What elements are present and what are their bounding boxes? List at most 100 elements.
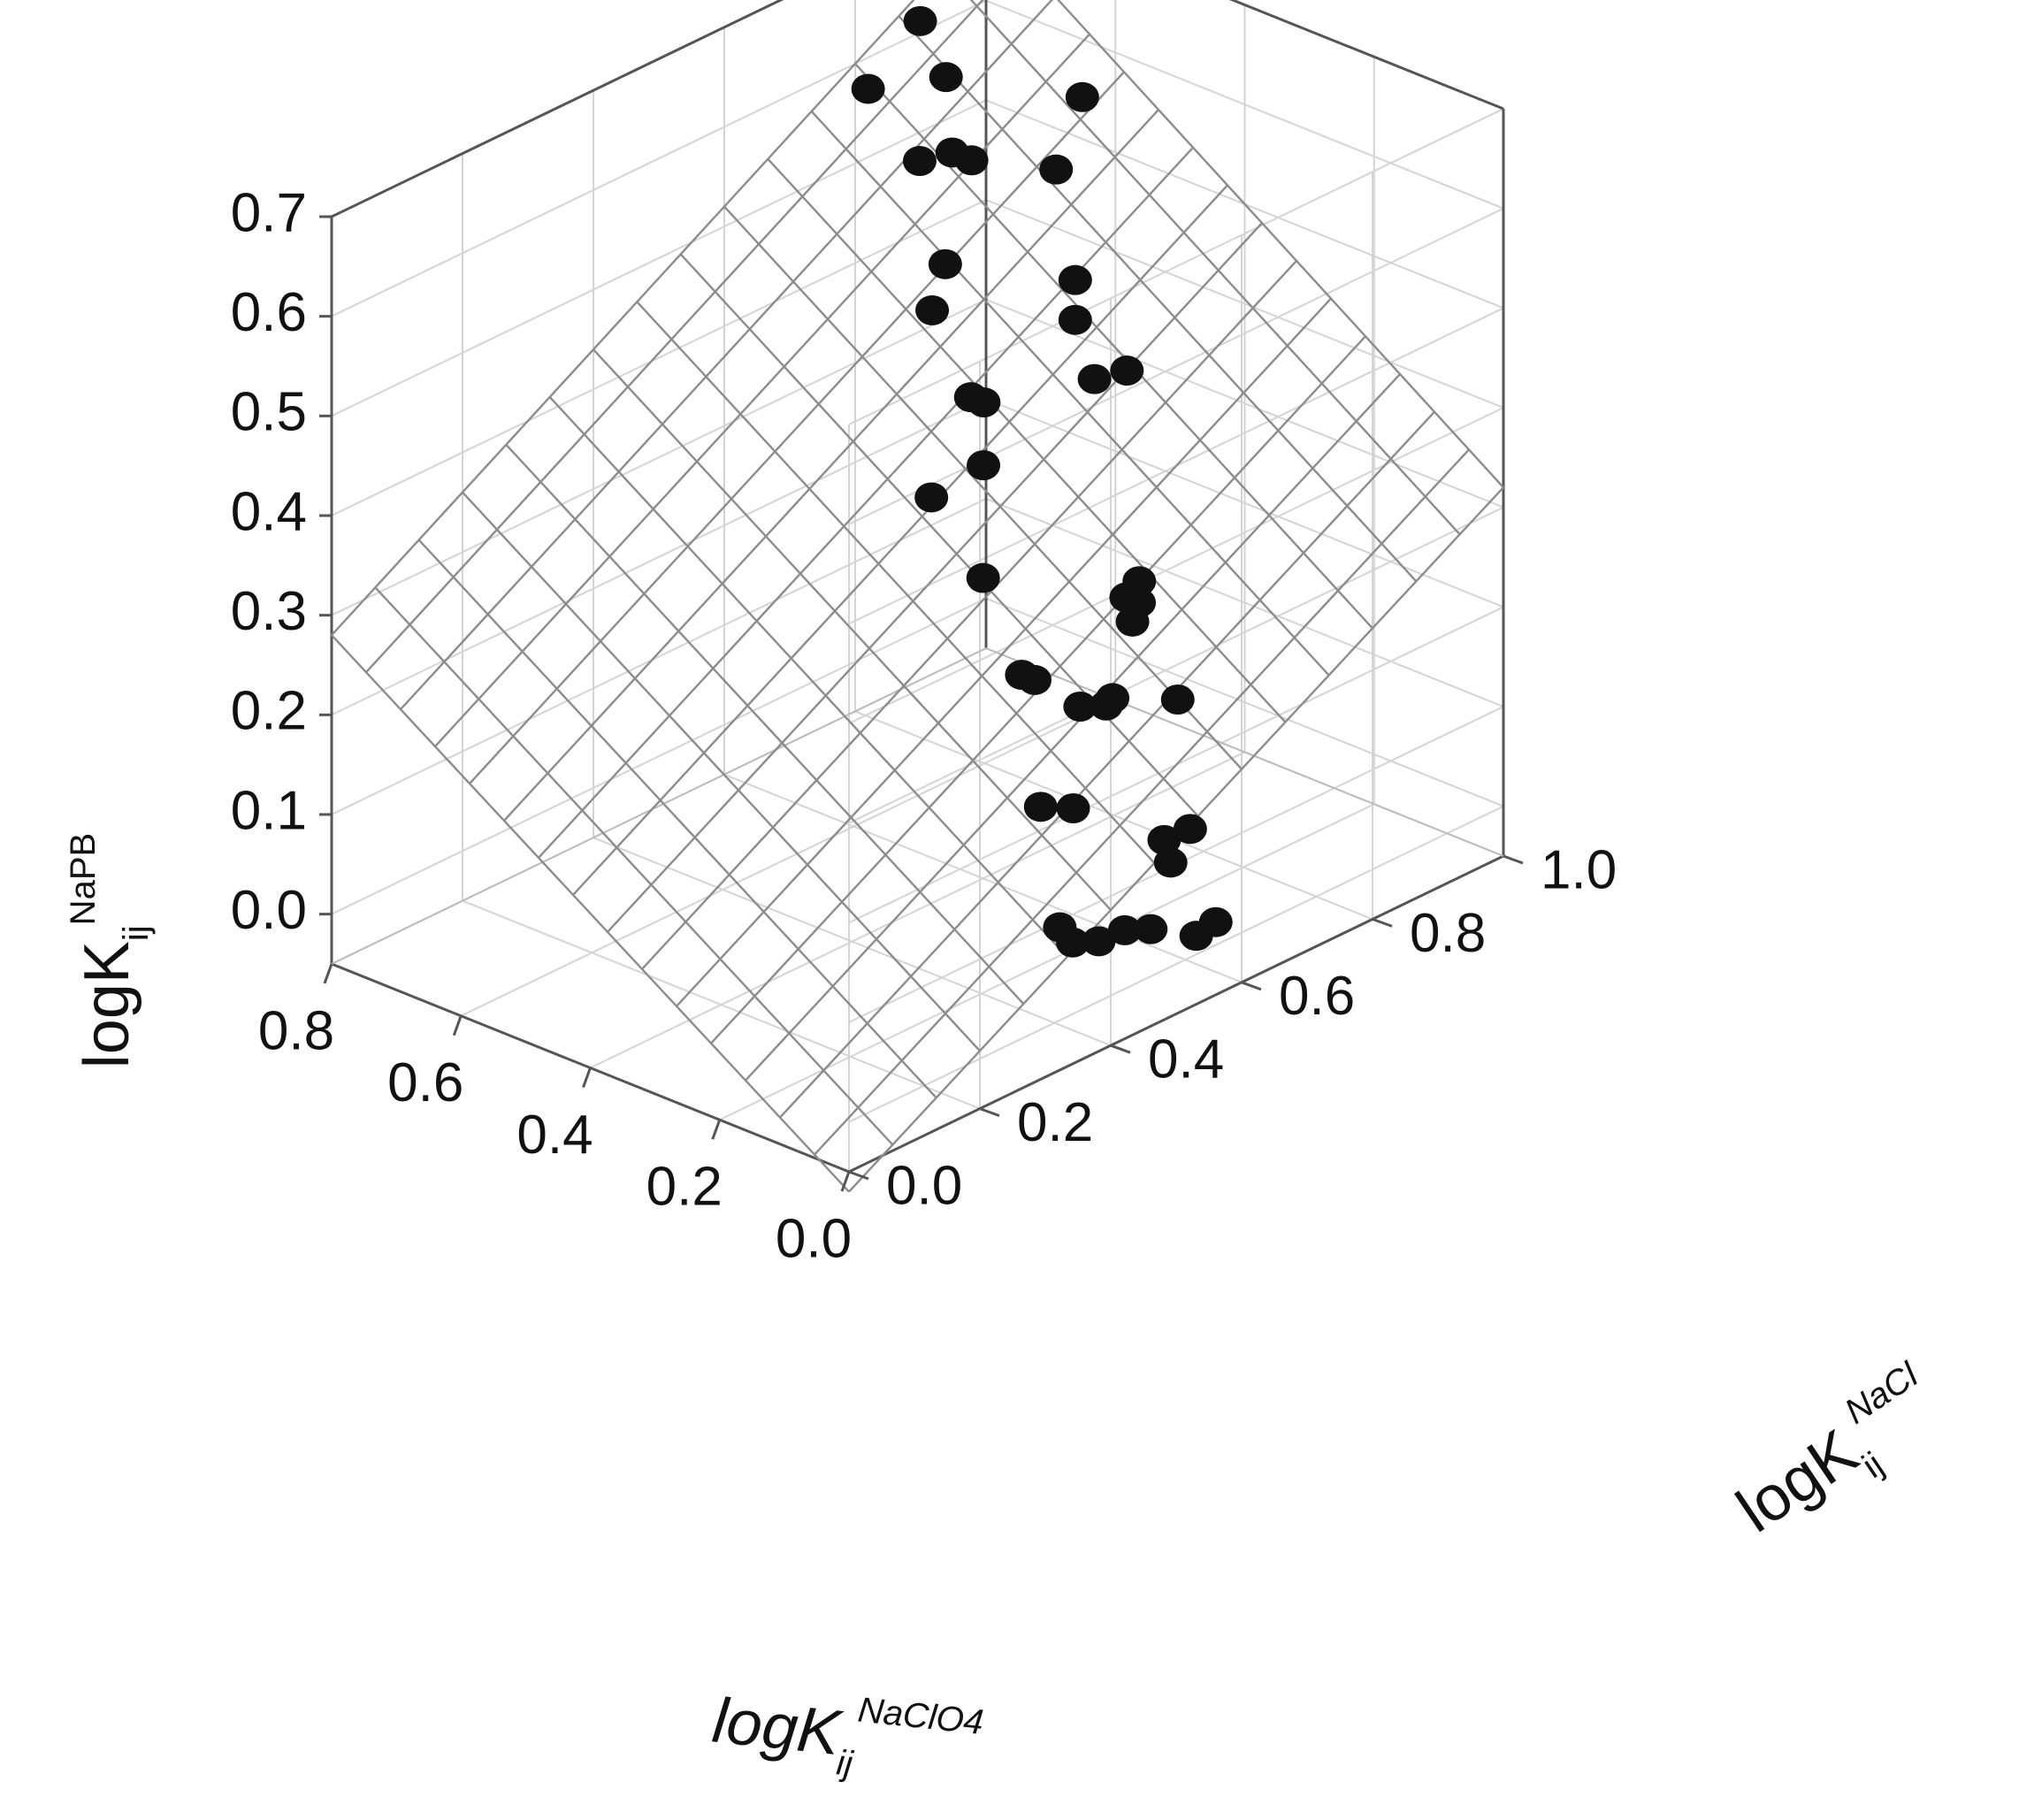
x-axis-title-base: logK [709, 1685, 846, 1769]
z-axis-title-sup: NaPB [64, 833, 103, 926]
data-point [1056, 792, 1090, 823]
plane-mesh-line [969, 0, 1461, 536]
x-axis-title-sub: ij [835, 1743, 855, 1784]
plane-mesh-line [898, 15, 1418, 583]
data-point [1147, 824, 1182, 855]
grid-line [848, 207, 1504, 525]
plane-mesh-line [679, 253, 1199, 817]
plane-mesh-line [779, 410, 1435, 1119]
grid-line [719, 803, 1375, 1121]
data-point [1160, 684, 1195, 715]
data-point [1018, 664, 1052, 695]
y-axis-title: logKijNaCl [1719, 1355, 1956, 1557]
plane-mesh-line [462, 491, 981, 1052]
z-tick-label: 0.6 [231, 282, 307, 343]
plane-mesh-line [810, 111, 1330, 677]
y-axis-title-base: logK [1725, 1416, 1870, 1546]
grid-line [331, 0, 784, 218]
plane-mesh-line [365, 0, 984, 673]
y-tick-label: 0.0 [886, 1155, 962, 1216]
data-point [1173, 814, 1207, 845]
plane-mesh-line [469, 71, 1125, 784]
plane-mesh-line [814, 448, 1470, 1156]
plane-mesh-line [607, 222, 1263, 933]
plane-mesh-line [1057, 0, 1504, 488]
data-point [967, 387, 1001, 418]
grid-line [848, 407, 1504, 724]
data-point [1110, 356, 1144, 386]
data-point [1107, 914, 1142, 945]
plane-mesh-line [676, 297, 1332, 1007]
grid-line [331, 0, 987, 317]
data-point [1082, 926, 1116, 957]
y-tick-mark [1110, 1044, 1131, 1054]
data-point [1023, 791, 1058, 822]
z-tick-label: 0.4 [231, 481, 307, 542]
plane-mesh-line [538, 146, 1194, 859]
axis-frame [330, 0, 1505, 1174]
x-axis-title-sup: NaClO4 [856, 1690, 985, 1742]
y-tick-label: 0.2 [1017, 1092, 1093, 1153]
grid-line [848, 108, 1504, 425]
grid-line [848, 506, 1504, 824]
grid-line [331, 199, 987, 516]
x-tick-mark [452, 1015, 463, 1036]
x-tick-mark [711, 1119, 722, 1140]
plane-mesh-line [723, 205, 1243, 770]
x-axis-title: logKijNaClO4 [708, 1676, 986, 1797]
data-point [914, 482, 949, 513]
z-tick-label: 0.5 [231, 382, 307, 443]
grid-line [590, 751, 1245, 1069]
data-point [1065, 81, 1099, 112]
data-point [1096, 683, 1130, 714]
grid-line [723, 773, 1243, 983]
grid-line [462, 899, 981, 1110]
data-point [966, 562, 1000, 593]
plane-mesh-line [374, 586, 894, 1146]
plane-mesh-line [593, 348, 1112, 911]
y-tick-mark [1503, 854, 1524, 865]
grid-line [331, 597, 987, 915]
y-tick-label: 1.0 [1541, 839, 1617, 900]
x-tick-label: 0.2 [646, 1157, 723, 1218]
plane-mesh-line [505, 444, 1025, 1005]
data-points [851, 5, 1233, 958]
x-tick-label: 0.8 [258, 1000, 334, 1061]
x-tick-label: 0.0 [776, 1208, 852, 1269]
y-tick-label: 0.4 [1148, 1029, 1224, 1090]
data-point [1153, 847, 1188, 878]
frame-edge [985, 647, 1504, 857]
x-tick-label: 0.6 [387, 1052, 463, 1113]
grid-line [854, 710, 1373, 921]
x-tick-mark [323, 963, 333, 984]
tick-layer: 0.0 0.1 0.2 0.3 0.4 0.5 0.6 0.7 0.0 0.2 0.4 0.6 0.8 0… [231, 182, 1617, 1269]
z-tick-label: 0.3 [231, 581, 307, 642]
plane-mesh-line [417, 539, 937, 1099]
z-axis-title-base: logK [72, 941, 142, 1068]
plane-mesh-line [548, 396, 1068, 958]
grid-line [593, 837, 1112, 1047]
data-point [1058, 264, 1092, 295]
x-tick-mark [840, 1171, 851, 1192]
data-point [1056, 927, 1090, 958]
plane-mesh-line [854, 63, 1373, 630]
z-axis-title: logKij NaPB [64, 833, 156, 1068]
data-point [915, 294, 950, 325]
data-point [902, 146, 937, 177]
grid-line [331, 398, 987, 716]
y-tick-mark [979, 1107, 1000, 1118]
axis-line-y [848, 854, 1504, 1174]
x-tick-mark [582, 1067, 592, 1089]
plane-mesh-line [331, 634, 850, 1193]
y-tick-mark [848, 1170, 869, 1181]
plane-mesh-line [503, 109, 1159, 822]
data-point [1115, 606, 1150, 637]
grid-line [331, 298, 987, 616]
grid-line [460, 699, 1116, 1017]
data-point [1063, 692, 1097, 723]
grid-line [848, 805, 1504, 1123]
z-tick-label: 0.2 [231, 681, 307, 742]
data-point [1077, 363, 1112, 394]
data-point [903, 5, 937, 36]
